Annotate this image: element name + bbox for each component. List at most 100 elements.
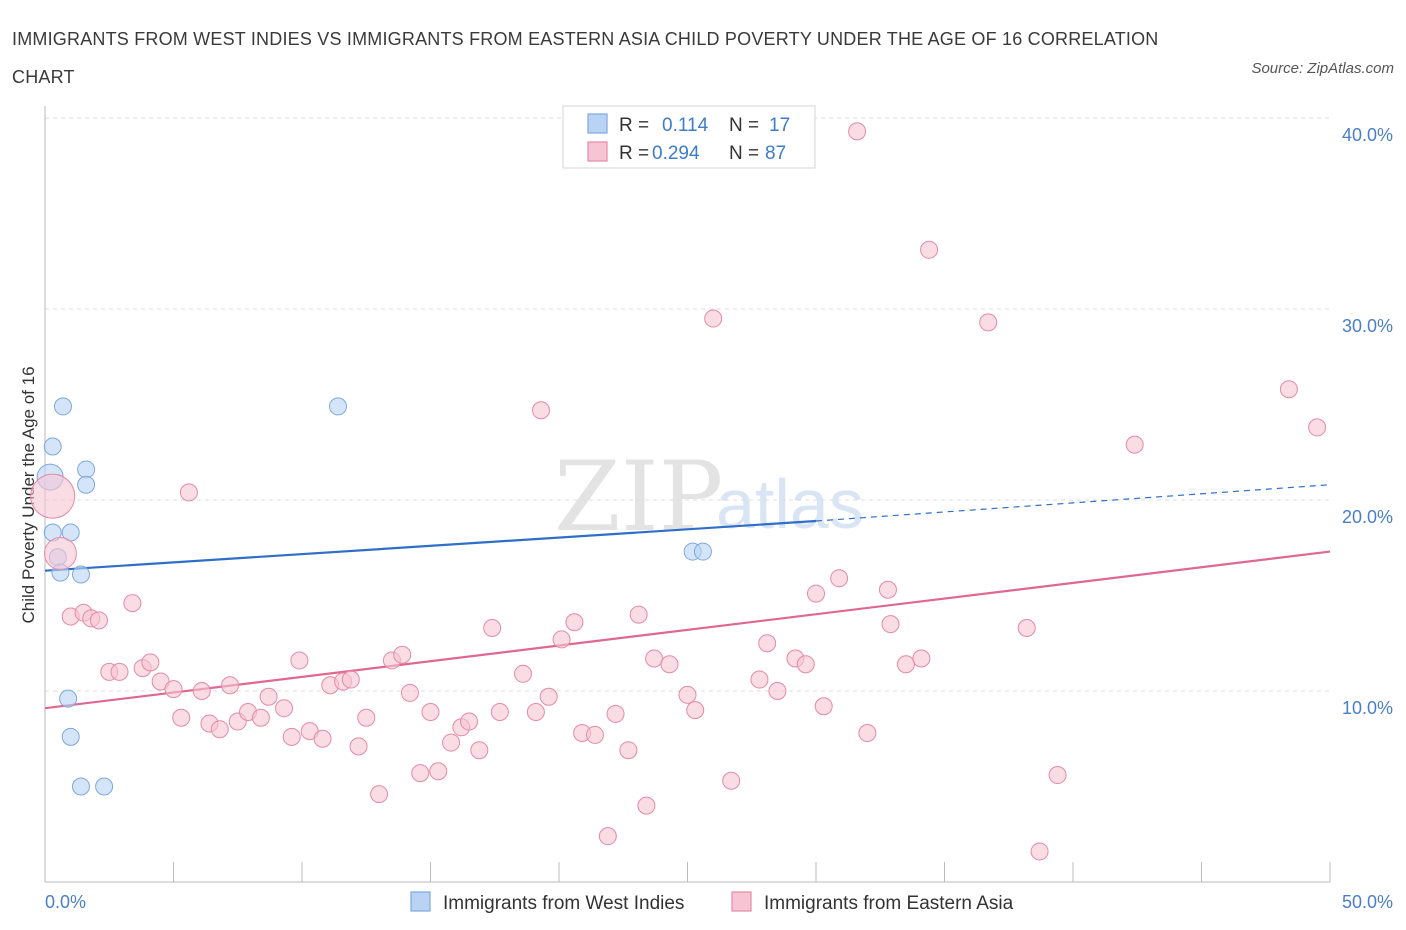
point-eastern-asia bbox=[43, 536, 77, 570]
trend-line-west-indies bbox=[44, 519, 817, 572]
point-eastern-asia bbox=[1017, 618, 1036, 637]
point-west-indies bbox=[71, 565, 90, 584]
point-eastern-asia bbox=[768, 682, 787, 700]
point-eastern-asia bbox=[606, 704, 625, 723]
watermark-zip: ZIP bbox=[554, 441, 723, 553]
point-eastern-asia bbox=[411, 764, 430, 783]
point-eastern-asia bbox=[442, 733, 461, 752]
point-eastern-asia bbox=[192, 682, 211, 700]
point-eastern-asia bbox=[514, 664, 533, 683]
trend-extension-west-indies bbox=[815, 484, 1331, 522]
point-eastern-asia bbox=[400, 683, 419, 702]
point-eastern-asia bbox=[585, 725, 604, 744]
point-eastern-asia bbox=[123, 594, 142, 613]
point-eastern-asia bbox=[750, 670, 769, 689]
point-eastern-asia bbox=[896, 655, 915, 674]
watermark: ZIP atlas bbox=[554, 441, 864, 553]
point-eastern-asia bbox=[164, 680, 183, 699]
stats-r-label: R = bbox=[619, 115, 649, 136]
point-eastern-asia bbox=[490, 703, 509, 722]
point-eastern-asia bbox=[598, 827, 617, 846]
data-points bbox=[30, 122, 1327, 861]
point-eastern-asia bbox=[552, 630, 571, 649]
y-tick-label: 30.0% bbox=[1342, 316, 1393, 336]
point-eastern-asia bbox=[686, 701, 705, 720]
point-west-indies bbox=[77, 475, 96, 494]
chart-title: IMMIGRANTS FROM WEST INDIES VS IMMIGRANT… bbox=[12, 29, 1159, 87]
point-eastern-asia bbox=[660, 655, 679, 674]
point-eastern-asia bbox=[110, 662, 129, 681]
point-eastern-asia bbox=[470, 741, 489, 760]
point-eastern-asia bbox=[259, 687, 278, 706]
point-eastern-asia bbox=[526, 703, 545, 722]
point-west-indies bbox=[693, 542, 712, 561]
point-west-indies bbox=[71, 777, 90, 796]
point-eastern-asia bbox=[313, 729, 332, 748]
stats-n-value: 17 bbox=[769, 115, 790, 136]
point-west-indies bbox=[77, 460, 96, 479]
point-eastern-asia bbox=[1125, 435, 1144, 454]
point-eastern-asia bbox=[920, 240, 939, 259]
y-tick-label: 10.0% bbox=[1342, 698, 1393, 718]
point-eastern-asia bbox=[370, 785, 389, 804]
point-eastern-asia bbox=[141, 653, 160, 672]
point-eastern-asia bbox=[722, 771, 741, 790]
trend-lines bbox=[44, 484, 1331, 710]
point-eastern-asia bbox=[848, 122, 867, 141]
point-eastern-asia bbox=[637, 796, 656, 815]
point-eastern-asia bbox=[1308, 418, 1327, 437]
watermark-atlas: atlas bbox=[716, 465, 864, 543]
tick-labels: 10.0% 20.0% 30.0% 40.0% 0.0% 50.0% bbox=[45, 125, 1393, 912]
point-eastern-asia bbox=[357, 708, 376, 727]
point-eastern-asia bbox=[807, 584, 825, 603]
point-eastern-asia bbox=[881, 615, 900, 634]
point-eastern-asia bbox=[179, 483, 198, 502]
point-eastern-asia bbox=[1279, 380, 1298, 399]
point-eastern-asia bbox=[532, 401, 551, 420]
point-eastern-asia bbox=[1030, 842, 1049, 861]
point-eastern-asia bbox=[1048, 766, 1067, 785]
point-eastern-asia bbox=[349, 737, 368, 756]
point-eastern-asia bbox=[275, 699, 294, 718]
point-eastern-asia bbox=[814, 697, 833, 716]
point-eastern-asia bbox=[565, 613, 584, 632]
point-eastern-asia bbox=[393, 645, 412, 664]
stats-n-value: 87 bbox=[765, 143, 786, 164]
source-credit: Source: ZipAtlas.com bbox=[1251, 60, 1394, 77]
point-eastern-asia bbox=[172, 708, 191, 727]
point-eastern-asia bbox=[460, 712, 479, 731]
point-eastern-asia bbox=[30, 473, 76, 519]
point-west-indies bbox=[53, 397, 72, 416]
series-legend: Immigrants from West Indies Immigrants f… bbox=[410, 891, 1014, 914]
point-eastern-asia bbox=[89, 611, 108, 630]
stats-swatch-blue bbox=[587, 113, 608, 134]
point-eastern-asia bbox=[221, 676, 240, 695]
point-eastern-asia bbox=[796, 655, 815, 674]
point-west-indies bbox=[328, 397, 347, 416]
point-eastern-asia bbox=[290, 651, 309, 670]
point-eastern-asia bbox=[421, 703, 440, 722]
point-west-indies bbox=[61, 727, 80, 746]
y-tick-label: 20.0% bbox=[1342, 507, 1393, 527]
point-eastern-asia bbox=[483, 618, 502, 637]
legend-label-west-indies: Immigrants from West Indies bbox=[443, 893, 684, 914]
point-eastern-asia bbox=[645, 649, 664, 668]
point-eastern-asia bbox=[282, 727, 301, 746]
stats-r-value: 0.114 bbox=[662, 115, 709, 136]
point-eastern-asia bbox=[912, 649, 931, 668]
point-eastern-asia bbox=[704, 309, 723, 328]
stats-n-label: N = bbox=[729, 115, 759, 136]
legend-swatch-west-indies bbox=[410, 891, 431, 912]
x-tick-label: 0.0% bbox=[45, 892, 86, 912]
point-eastern-asia bbox=[830, 569, 849, 588]
point-west-indies bbox=[43, 437, 62, 456]
point-west-indies bbox=[59, 689, 78, 708]
point-eastern-asia bbox=[758, 634, 777, 653]
stats-legend: R = 0.114 N = 17 R = 0.294 N = 87 bbox=[562, 105, 816, 169]
point-eastern-asia bbox=[341, 670, 360, 689]
point-eastern-asia bbox=[251, 708, 270, 727]
point-eastern-asia bbox=[429, 762, 448, 781]
gridlines bbox=[45, 117, 1330, 692]
point-eastern-asia bbox=[539, 687, 558, 706]
point-eastern-asia bbox=[629, 605, 648, 624]
